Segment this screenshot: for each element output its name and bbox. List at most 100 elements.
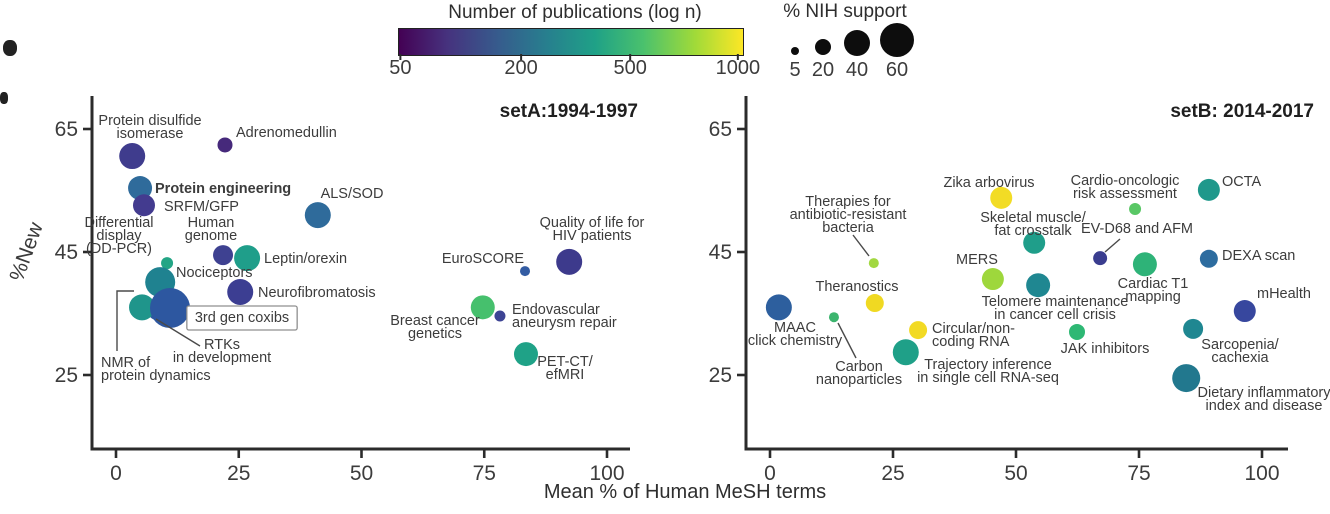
axis-spine: [744, 96, 1288, 451]
point-label-nmr-of-protein-dynamics: NMR of protein dynamics: [101, 355, 211, 384]
point-label-skeletal-muscle-fat-crosstalk: Skeletal muscle/fat crosstalk: [980, 210, 1087, 239]
bubble-telomere-maintenance-in-cancer-cell-crisis: [1026, 273, 1051, 298]
point-label-therapies-for-antibiotic-resistant-bacteri: Therapies for antibiotic-resistant bacteri…: [790, 194, 907, 236]
colorbar-tick-label: 1000: [716, 57, 761, 79]
bubble-breast-cancer-genetics: [470, 295, 495, 320]
leader-line-rtks-in-development: [155, 318, 201, 347]
x-tick-label: 50: [350, 462, 373, 485]
bubble-mhealth: [1233, 300, 1256, 323]
point-label-cardiac-t1-mapping: Cardiac T1 mapping: [1118, 276, 1189, 305]
x-tick-label: 75: [1127, 462, 1150, 485]
point-label-pet-ct-efmri: PET-CT/efMRI: [537, 354, 594, 383]
point-label-octa: OCTA: [1222, 174, 1262, 190]
x-tick-label: 25: [881, 462, 904, 485]
y-tick-label: 65: [709, 118, 732, 141]
bubble-maac-click-chemistry: [765, 294, 792, 321]
point-label-carbon-nanoparticles: Carbon nanoparticles: [816, 359, 902, 388]
bubble-adrenomedullin: [217, 137, 233, 153]
axis-spine: [90, 96, 630, 451]
leader-line-ev-d68-and-afm: [1104, 238, 1121, 253]
leader-line-carbon-nanoparticles: [837, 322, 857, 359]
size-legend-label: 60: [886, 59, 908, 81]
point-label-rtks-in-development: RTKs in development: [173, 337, 271, 366]
point-label-circular-non-coding-rna: Circular/non-coding RNA: [932, 321, 1015, 350]
plot-setA: 65 45 25 0 25 50 75 100 RTKs in development Protei…: [55, 96, 645, 485]
bubble-zika-arbovirus: [990, 186, 1013, 209]
x-tick-label: 75: [473, 462, 496, 485]
size-legend-bubble-20: [815, 39, 831, 55]
point-label-leptin-orexin: Leptin/orexin: [264, 251, 347, 267]
x-tick-label: 100: [589, 462, 624, 485]
bubble-pet-ct-efmri: [513, 342, 538, 367]
bubble-srfm-gfp: [132, 194, 155, 217]
size-legend-bubble-40: [844, 30, 870, 56]
bubble-cardio-oncologic-risk-assessment: [1129, 202, 1142, 215]
bubble-leptin-orexin: [234, 245, 261, 272]
point-label-breast-cancer-genetics: Breast cancer genetics: [390, 313, 480, 342]
x-axis-label: Mean % of Human MeSH terms: [543, 481, 827, 503]
y-tick-label: 65: [55, 118, 78, 141]
y-tick-label: 25: [55, 364, 78, 387]
colorbar-tick-label: 50: [389, 57, 411, 79]
x-tick-label: 50: [1004, 462, 1027, 485]
bubble-skeletal-muscle-fat-crosstalk: [1023, 231, 1046, 254]
bubble-circular-non-coding-rna: [909, 321, 928, 340]
bubble-cardiac-t1-mapping: [1132, 252, 1157, 277]
point-label-endovascular-aneurysm-repair: Endovascular aneurysm repair: [512, 302, 617, 331]
bubble-neurofibromatosis: [227, 278, 254, 305]
point-label-nociceptors: Nociceptors: [176, 265, 253, 281]
colorbar-title: Number of publications (log n): [448, 2, 702, 23]
x-tick-label: 0: [764, 462, 776, 485]
point-label-mhealth: mHealth: [1257, 286, 1311, 302]
size-legend-bubble-60: [880, 23, 914, 57]
point-label-ev-d68-and-afm: EV-D68 and AFM: [1081, 221, 1193, 237]
point-label-protein-engineering: Protein engineering: [155, 181, 291, 197]
size-legend-label: 20: [812, 59, 834, 81]
bubble-theranostics: [865, 294, 884, 313]
bubble-dexa-scan: [1199, 249, 1218, 268]
crop-artifact: [0, 92, 8, 104]
label-box-3rd-gen-coxibs: [186, 305, 298, 331]
size-legend-label: 5: [789, 59, 800, 81]
point-label-trajectory-inference-in-single-cell-rna-se: Trajectory inference in single cell RNA-s…: [917, 357, 1059, 386]
point-label-mers: MERS: [956, 252, 998, 268]
point-label-als-sod: ALS/SOD: [321, 186, 384, 202]
bubble-euroscore: [520, 266, 531, 277]
size-legend-bubble-5: [791, 47, 799, 55]
bubble-nmr-of-protein-dynamics: [129, 294, 156, 321]
point-label-srfm-gfp: SRFM/GFP: [164, 199, 239, 215]
point-label-differential-display-dd-pcr: Differential display (DD-PCR): [84, 215, 153, 257]
bubble-octa: [1197, 178, 1220, 201]
point-label-zika-arbovirus: Zika arbovirus: [943, 175, 1034, 191]
bubble-3rd-gen-coxibs: [150, 287, 191, 328]
point-label-protein-disulfide-isomerase: Protein disulfide isomerase: [98, 113, 201, 142]
point-label-adrenomedullin: Adrenomedullin: [236, 125, 337, 141]
bubble-sarcopenia-cachexia: [1183, 318, 1204, 339]
plot-setB: 65 45 25 0 25 50 75 100 MAAC click chemistry Thera…: [709, 96, 1330, 485]
point-label-jak-inhibitors: JAK inhibitors: [1061, 341, 1150, 357]
bubble-therapies-for-antibiotic-resistant-bacteri: [868, 258, 879, 269]
point-label-human-genome: Human genome: [185, 215, 237, 244]
leader-line-nmr-of-protein-dynamics: [116, 290, 134, 351]
size-legend-label: 40: [846, 59, 868, 81]
x-tick-label: 0: [110, 462, 122, 485]
bubble-jak-inhibitors: [1069, 323, 1086, 340]
colorbar-tick-label: 500: [613, 57, 646, 79]
y-tick-label: 25: [709, 364, 732, 387]
point-label-neurofibromatosis: Neurofibromatosis: [258, 285, 376, 301]
colorbar-gradient: [398, 28, 744, 56]
point-label-euroscore: EuroSCORE: [442, 251, 525, 267]
bubble-dietary-inflammatory-index-and-disease: [1172, 364, 1201, 393]
plot-title-setA: setA:1994-1997: [499, 101, 638, 122]
bubble-carbon-nanoparticles: [828, 312, 839, 323]
point-label-sarcopenia-cachexia: Sarcopenia/cachexia: [1201, 337, 1279, 366]
bubble-mers: [981, 268, 1004, 291]
leader-line-therapies-for-antibiotic-resistant-bacteri: [852, 234, 870, 257]
point-label-theranostics: Theranostics: [815, 279, 898, 295]
bubble-endovascular-aneurysm-repair: [494, 310, 506, 322]
bubble-ev-d68-and-afm: [1093, 251, 1108, 266]
bubble-human-genome: [213, 245, 234, 266]
bubble-protein-engineering: [128, 176, 153, 201]
bubble-als-sod: [304, 202, 331, 229]
